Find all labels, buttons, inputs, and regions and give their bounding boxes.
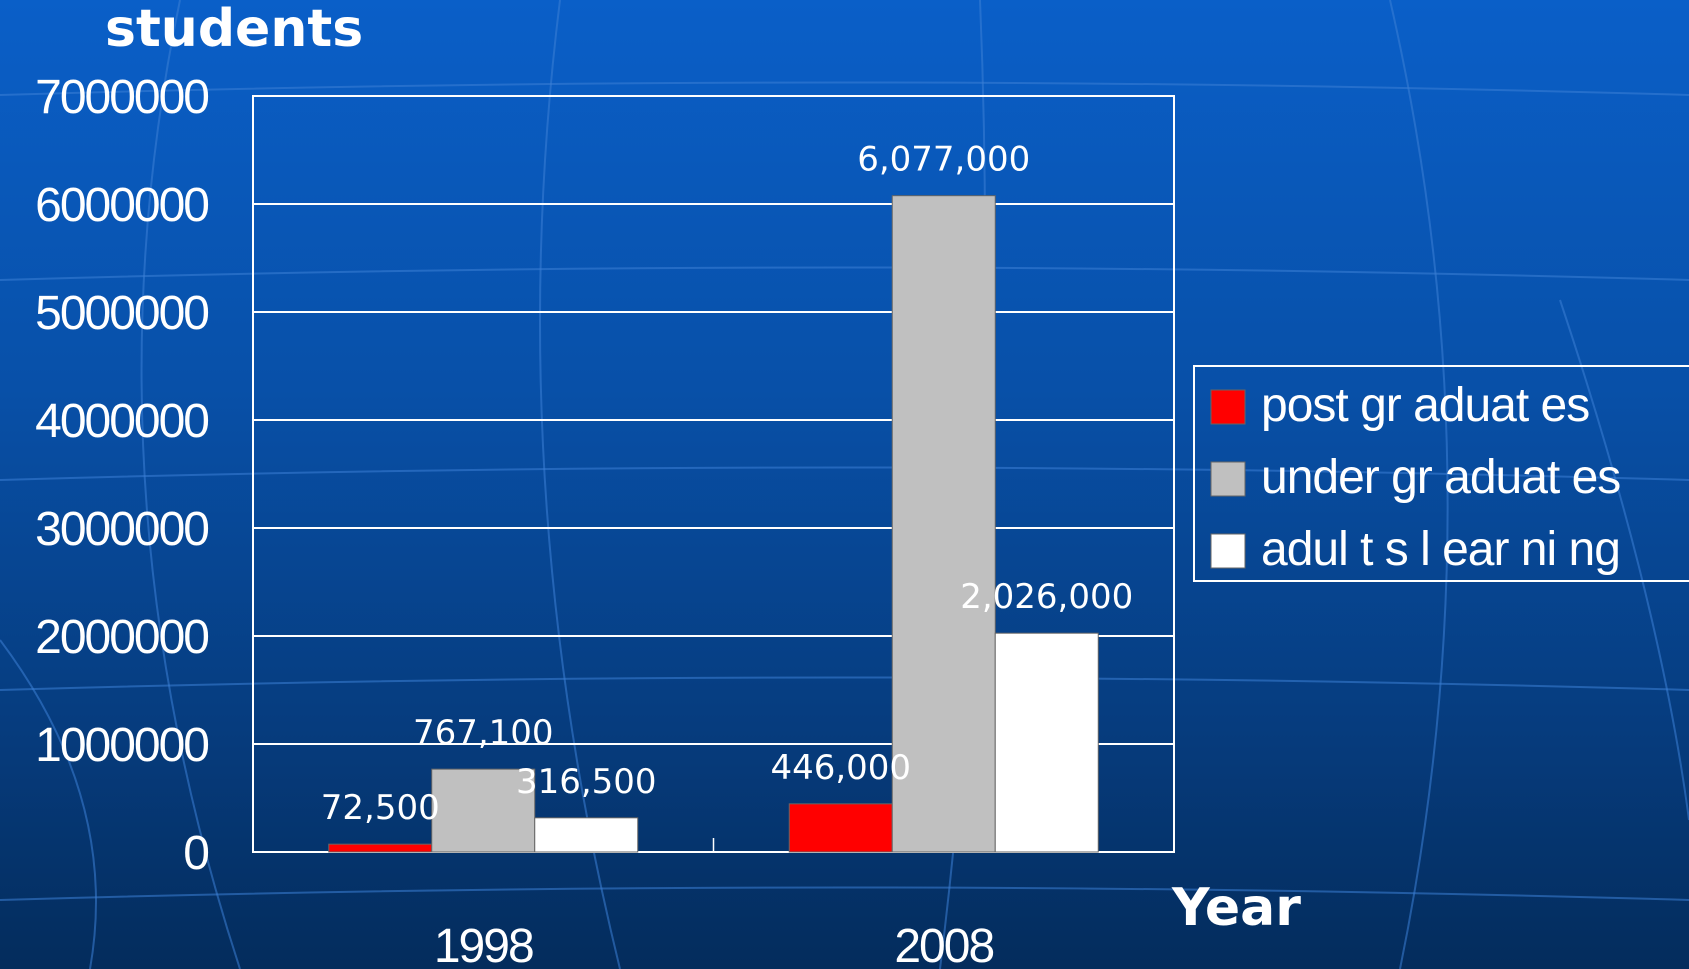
y-tick-label: 7000000 (35, 71, 208, 124)
data-label: 316,500 (516, 762, 657, 802)
data-label: 446,000 (770, 748, 911, 788)
legend-swatch (1210, 461, 1246, 497)
bar-1998-series-2 (534, 817, 639, 853)
x-tick-label: 2008 (894, 920, 993, 969)
x-axis-ticks: 1998 2008 (434, 838, 995, 969)
bar-1998-series-0 (328, 843, 433, 853)
legend-label: adul t s l ear ni ng (1261, 523, 1620, 576)
y-tick-label: 0 (183, 827, 208, 880)
data-label: 767,100 (413, 713, 554, 753)
data-label: 2,026,000 (960, 577, 1133, 617)
legend: post gr aduat es under gr aduat es adul t … (1193, 365, 1689, 582)
y-tick-label: 6000000 (35, 179, 208, 232)
y-tick-label: 5000000 (35, 287, 208, 340)
data-label: 72,500 (321, 788, 440, 828)
legend-swatch (1210, 533, 1246, 569)
legend-label: under gr aduat es (1261, 451, 1620, 504)
y-tick-label: 1000000 (35, 719, 208, 772)
y-tick-label: 4000000 (35, 395, 208, 448)
bar-2008-series-1 (891, 195, 996, 853)
bar-1998-series-1 (431, 768, 536, 853)
y-tick-label: 2000000 (35, 611, 208, 664)
y-axis-title: students (105, 0, 363, 59)
bar-2008-series-2 (994, 632, 1099, 853)
y-axis-ticks: 0 1000000 2000000 3000000 4000000 5000000 6000… (35, 71, 210, 880)
x-axis-title: Year (1171, 878, 1301, 938)
legend-label: post gr aduat es (1261, 379, 1589, 432)
y-tick-label: 3000000 (35, 503, 208, 556)
legend-swatch (1210, 389, 1246, 425)
legend-box (1193, 365, 1689, 582)
data-labels: 72,500 767,100 316,500 446,000 6,077,000 2,02… (321, 140, 1134, 828)
data-label: 6,077,000 (857, 140, 1030, 180)
bars (328, 195, 1099, 853)
x-tick-label: 1998 (434, 920, 533, 969)
bar-2008-series-0 (788, 803, 893, 853)
